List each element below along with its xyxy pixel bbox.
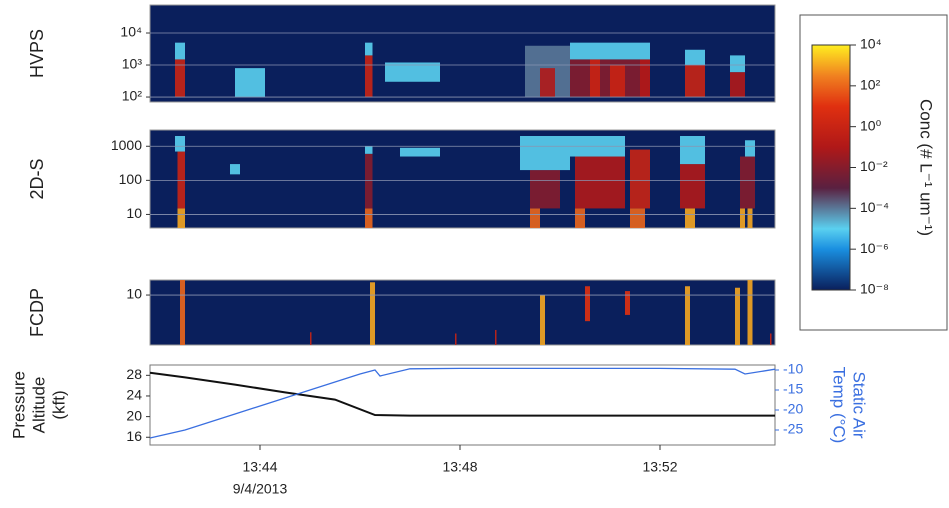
colorbar-tick-label: 10² [860, 77, 881, 93]
heatmap-cell [540, 68, 555, 98]
heatmap-cell [365, 208, 373, 228]
heatmap-cell [530, 170, 560, 209]
heatmap-cell [685, 49, 705, 66]
date-label: 9/4/2013 [233, 481, 288, 497]
y-axis-label: Altitude [29, 377, 48, 434]
y-tick-label: 20 [126, 407, 142, 423]
heatmap-cell [740, 156, 755, 209]
heatmap-cell [455, 333, 457, 345]
colorbar-label: Conc (# L⁻¹ um⁻¹) [917, 99, 936, 236]
heatmap-cell [365, 146, 373, 154]
heatmap-cell [590, 59, 600, 98]
heatmap-cell [735, 287, 740, 345]
y-tick-label: 24 [126, 387, 142, 403]
heatmap-cell [680, 136, 705, 165]
y-axis-label: Pressure [9, 371, 28, 439]
colorbar-tick-label: 10⁻² [860, 158, 888, 174]
heatmap-cell [235, 68, 265, 98]
y2-tick-label: -15 [783, 381, 803, 397]
heatmap-cell [625, 291, 630, 315]
heatmap-cell [745, 140, 755, 157]
heatmap-cell [230, 164, 240, 175]
colorbar-tick-label: 10⁰ [860, 117, 882, 133]
heatmap-cell [365, 42, 373, 56]
colorbar-tick-label: 10⁻⁸ [860, 281, 889, 297]
y-tick-label: 10³ [122, 56, 143, 72]
heatmap-cell [740, 208, 745, 228]
heatmap-cell [365, 153, 373, 209]
y-tick-label: 10 [126, 286, 142, 302]
y-tick-label: 10 [126, 205, 142, 221]
colorbar-tick-label: 10⁻⁶ [860, 240, 889, 256]
heatmap-cell [575, 156, 625, 209]
heatmap-cell [370, 282, 375, 345]
y2-tick-label: -20 [783, 401, 803, 417]
heatmap-cell [680, 164, 705, 209]
heatmap-cell [495, 329, 497, 345]
line-series [149, 367, 776, 439]
y-axis-label: (kft) [49, 390, 68, 419]
panel-label: FCDP [27, 288, 47, 337]
heatmap-cell [630, 208, 645, 228]
heatmap-cell [365, 55, 373, 98]
heatmap-cell [310, 332, 312, 345]
heatmap-cell [570, 42, 650, 60]
y2-axis-label: Static Air [850, 371, 869, 438]
heatmap-cell [175, 59, 185, 98]
y-tick-label: 10² [122, 88, 143, 104]
heatmap-cell [747, 280, 753, 345]
y2-tick-label: -25 [783, 421, 803, 437]
heatmap-cell [685, 208, 695, 228]
y-tick-label: 10⁴ [120, 24, 142, 40]
panel-label: HVPS [27, 29, 47, 78]
x-tick-label: 13:48 [442, 459, 477, 475]
panel-frame [149, 364, 776, 446]
line-series [149, 371, 775, 417]
x-tick-label: 13:52 [642, 459, 677, 475]
heatmap-cell [400, 147, 440, 157]
heatmap-cell [610, 65, 625, 98]
y2-axis-label: Temp (°C) [830, 367, 849, 444]
x-tick-label: 13:44 [242, 459, 277, 475]
heatmap-cell [640, 59, 650, 98]
heatmap-cell [530, 208, 540, 228]
heatmap-cell [520, 136, 570, 171]
heatmap-cell [630, 149, 650, 209]
heatmap-cell [685, 286, 690, 345]
colorbar-tick-label: 10⁻⁴ [860, 199, 889, 215]
panel-label: 2D-S [27, 158, 47, 199]
heatmap-cell [540, 295, 545, 345]
y-tick-label: 28 [126, 366, 142, 382]
heatmap-cell [747, 208, 753, 228]
heatmap-cell [175, 136, 185, 152]
y-tick-label: 100 [119, 171, 143, 187]
y2-tick-label: -10 [783, 361, 803, 377]
heatmap-cell [585, 286, 590, 322]
heatmap-cell [685, 65, 705, 98]
heatmap-cell [175, 42, 185, 60]
heatmap-cell [730, 55, 745, 73]
heatmap-cell [575, 208, 585, 228]
panel-background [149, 279, 776, 346]
heatmap-cell [730, 72, 745, 98]
heatmap-cell [385, 62, 440, 82]
colorbar [811, 44, 851, 291]
colorbar-box [799, 14, 948, 331]
heatmap-cell [177, 208, 185, 228]
heatmap-cell [180, 280, 185, 345]
y-tick-label: 1000 [111, 137, 142, 153]
colorbar-tick-label: 10⁴ [860, 36, 882, 52]
y-tick-label: 16 [126, 428, 142, 444]
heatmap-cell [770, 333, 772, 345]
